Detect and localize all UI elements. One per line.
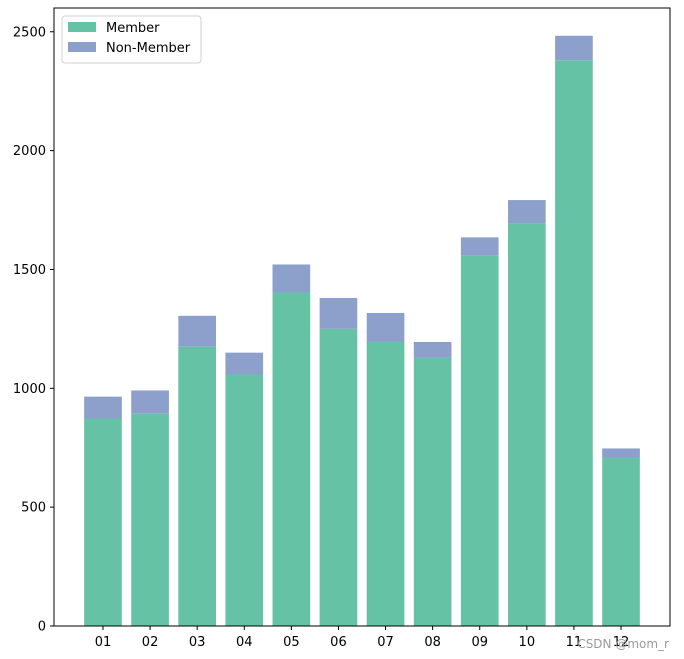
bar-member-03: [178, 346, 217, 626]
bar-member-12: [602, 457, 640, 626]
legend: Member Non-Member: [61, 15, 202, 64]
x-tick-label: 05: [283, 635, 300, 650]
y-tick-label: 2500: [13, 25, 46, 40]
x-tick-label: 09: [471, 635, 488, 650]
bar-non-member-12: [602, 448, 640, 458]
y-tick-label: 2000: [13, 144, 46, 159]
y-axis: 0 500 1000 1500 2000 2500: [13, 25, 54, 635]
bar-non-member-09: [460, 237, 499, 256]
x-tick-label: 06: [330, 635, 347, 650]
x-tick-label: 10: [519, 635, 536, 650]
y-tick-label: 1500: [13, 263, 46, 278]
legend-box: [61, 15, 202, 64]
bar-member-10: [507, 223, 546, 627]
x-tick-label: 11: [566, 635, 583, 650]
plot-frame: [53, 7, 671, 627]
watermark: CSDN @mom_r: [577, 637, 669, 651]
bar-non-member-07: [366, 312, 405, 342]
x-tick-label: 02: [142, 635, 159, 650]
legend-swatch-member: [68, 22, 96, 32]
bar-non-member-02: [131, 390, 169, 414]
legend-label-member: Member: [106, 21, 160, 36]
bar-member-01: [84, 418, 122, 626]
bar-member-02: [131, 413, 169, 626]
bar-non-member-01: [84, 396, 122, 419]
bar-member-09: [460, 255, 499, 626]
x-tick-label: 01: [95, 635, 112, 650]
bar-non-member-06: [319, 297, 358, 329]
y-tick-label: 500: [21, 501, 46, 516]
bar-member-08: [413, 357, 452, 626]
legend-label-non-member: Non-Member: [106, 41, 191, 56]
y-tick-label: 1000: [13, 382, 46, 397]
x-tick-label: 08: [424, 635, 441, 650]
bar-non-member-03: [178, 315, 217, 347]
bar-member-11: [555, 60, 593, 627]
x-tick-label: 12: [613, 635, 630, 650]
x-tick-label: 07: [377, 635, 394, 650]
x-tick-label: 03: [189, 635, 206, 650]
y-tick-label: 0: [38, 620, 46, 635]
bar-non-member-08: [413, 341, 452, 358]
x-tick-label: 04: [236, 635, 253, 650]
bar-non-member-05: [272, 264, 311, 293]
bar-non-member-11: [555, 35, 593, 61]
bar-member-07: [366, 341, 405, 626]
bar-non-member-04: [225, 352, 264, 375]
x-axis: 01 02 03 04 05 06 07 08 09 10 11 12: [95, 626, 630, 650]
bars-group: [84, 35, 640, 627]
bar-non-member-10: [507, 200, 546, 224]
legend-swatch-non-member: [68, 42, 96, 52]
bar-member-06: [319, 328, 358, 626]
bar-member-04: [225, 374, 264, 626]
bar-member-05: [272, 292, 311, 626]
